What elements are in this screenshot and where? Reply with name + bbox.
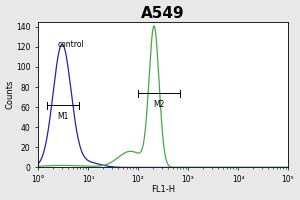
Text: control: control (58, 40, 85, 49)
Y-axis label: Counts: Counts (6, 80, 15, 109)
Text: M2: M2 (154, 100, 165, 109)
Text: M1: M1 (57, 112, 68, 121)
Title: A549: A549 (141, 6, 185, 21)
X-axis label: FL1-H: FL1-H (151, 185, 175, 194)
